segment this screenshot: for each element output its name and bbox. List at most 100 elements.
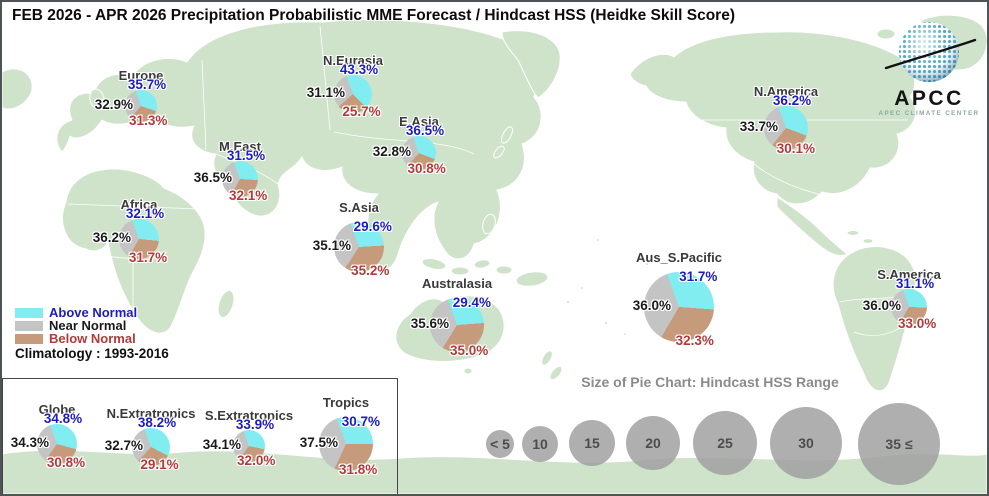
region-above-value: 36.5%: [405, 123, 445, 138]
size-circle-6: [858, 403, 940, 485]
above-normal-label: Above Normal: [49, 305, 138, 320]
below-normal-label: Below Normal: [49, 331, 136, 346]
size-circle-label: < 5: [490, 436, 510, 452]
region-near-value: 36.5%: [193, 170, 232, 185]
size-circle-label: 20: [645, 435, 661, 451]
region-below-value: 32.1%: [228, 188, 268, 203]
region-label: N.America: [753, 84, 819, 99]
region-near-value: 33.7%: [739, 119, 778, 134]
region-near-value: 32.9%: [94, 97, 133, 112]
region-label: Globe: [38, 402, 76, 417]
region-label: E.Asia: [399, 114, 439, 129]
region-below-value: 35.0%: [450, 343, 489, 358]
region-label: S.Asia: [339, 200, 379, 215]
region-above-value: 31.7%: [679, 269, 718, 284]
region-near-value: 36.0%: [862, 298, 901, 313]
region-below-value: 32.3%: [675, 333, 714, 348]
region-pie-aus-s-pacific: [644, 272, 714, 342]
tercile-legend: Above Normal Near Normal Below Normal Cl…: [15, 306, 169, 361]
size-circle-label: 30: [798, 435, 814, 451]
region-above-value: 31.1%: [895, 276, 935, 291]
region-below-value: 30.8%: [407, 161, 446, 176]
region-below-value: 33.0%: [897, 316, 937, 331]
size-circle-label: 10: [532, 436, 548, 452]
region-below-value: 30.1%: [776, 141, 816, 156]
region-pie-globe: [37, 424, 77, 464]
region-above-value: 29.6%: [353, 219, 392, 234]
near-normal-swatch: [15, 320, 43, 331]
region-near-value: 32.7%: [104, 438, 143, 453]
size-legend-title: Size of Pie Chart: Hindcast HSS Range: [581, 374, 839, 390]
region-label: N.Extratropics: [106, 406, 196, 421]
region-near-value: 34.3%: [10, 435, 49, 450]
region-label: Aus_S.Pacific: [636, 250, 722, 265]
region-below-value: 31.3%: [129, 113, 168, 128]
climatology-note: Climatology : 1993-2016: [15, 346, 169, 361]
region-above-value: 43.3%: [339, 62, 379, 77]
size-circle-label: 25: [717, 435, 733, 451]
size-circle-5: [770, 407, 842, 479]
size-circle-0: [486, 430, 514, 458]
size-circle-2: [569, 420, 615, 466]
region-below-value: 25.7%: [342, 104, 381, 119]
region-pie-n-extratropics: [132, 428, 170, 466]
region-pie-m-east: [222, 161, 258, 197]
region-label: Africa: [120, 197, 158, 212]
region-pie-africa: [119, 219, 159, 259]
region-near-value: 35.1%: [312, 238, 351, 253]
region-above-value: 32.1%: [125, 206, 165, 221]
region-pie-n-america: [764, 106, 808, 150]
size-circle-3: [626, 416, 680, 470]
near-normal-label: Near Normal: [49, 318, 127, 333]
region-near-value: 36.2%: [92, 230, 131, 245]
region-pie-s-asia: [334, 222, 384, 272]
region-above-value: 29.4%: [452, 295, 491, 310]
region-below-value: 35.2%: [351, 263, 390, 278]
region-label: S.Extratropics: [204, 408, 294, 423]
region-above-value: 30.7%: [341, 414, 380, 429]
size-circle-4: [693, 411, 757, 475]
apcc-globe-icon: [884, 22, 977, 82]
region-label: N.Eurasia: [323, 53, 383, 68]
region-above-value: 34.8%: [43, 411, 83, 426]
region-above-value: 38.2%: [137, 415, 177, 430]
region-near-value: 35.6%: [410, 316, 449, 331]
region-near-value: 31.1%: [306, 85, 345, 100]
region-near-value: 36.0%: [632, 298, 671, 313]
below-normal-swatch: [15, 333, 43, 344]
legend-row-below: Below Normal: [15, 332, 169, 345]
region-above-value: 36.2%: [772, 93, 812, 108]
size-circle-label: 35 ≤: [885, 436, 913, 452]
region-above-value: 33.9%: [235, 417, 275, 432]
apcc-wordmark: APCC: [894, 87, 964, 110]
region-below-value: 30.8%: [46, 455, 86, 470]
region-near-value: 32.8%: [372, 144, 411, 159]
region-label: Europe: [118, 68, 164, 83]
region-pie-s-extratropics: [233, 430, 265, 462]
region-below-value: 31.8%: [339, 462, 378, 477]
region-pie-n-eurasia: [334, 75, 372, 113]
region-label: S.America: [877, 267, 941, 282]
region-below-value: 31.7%: [128, 250, 168, 265]
legend-row-near: Near Normal: [15, 319, 169, 332]
region-label: Tropics: [322, 395, 370, 410]
region-near-value: 34.1%: [202, 437, 241, 452]
region-pie-europe: [125, 90, 157, 122]
region-pie-s-america: [891, 289, 927, 325]
size-circle-1: [522, 426, 558, 462]
figure-title: FEB 2026 - APR 2026 Precipitation Probab…: [12, 7, 735, 24]
region-near-value: 37.5%: [299, 435, 338, 450]
above-normal-swatch: [15, 307, 43, 318]
region-above-value: 35.7%: [127, 77, 167, 92]
legend-row-above: Above Normal: [15, 306, 169, 319]
region-label: M.East: [219, 139, 261, 154]
region-below-value: 29.1%: [140, 457, 179, 472]
apcc-subtitle: APEC CLIMATE CENTER: [879, 110, 980, 117]
size-circle-label: 15: [584, 435, 600, 451]
region-pie-tropics: [319, 417, 373, 471]
region-below-value: 32.0%: [237, 453, 276, 468]
apcc-logo: APCC APEC CLIMATE CENTER: [879, 22, 980, 117]
region-label: Australasia: [421, 276, 493, 291]
region-above-value: 31.5%: [226, 148, 266, 163]
